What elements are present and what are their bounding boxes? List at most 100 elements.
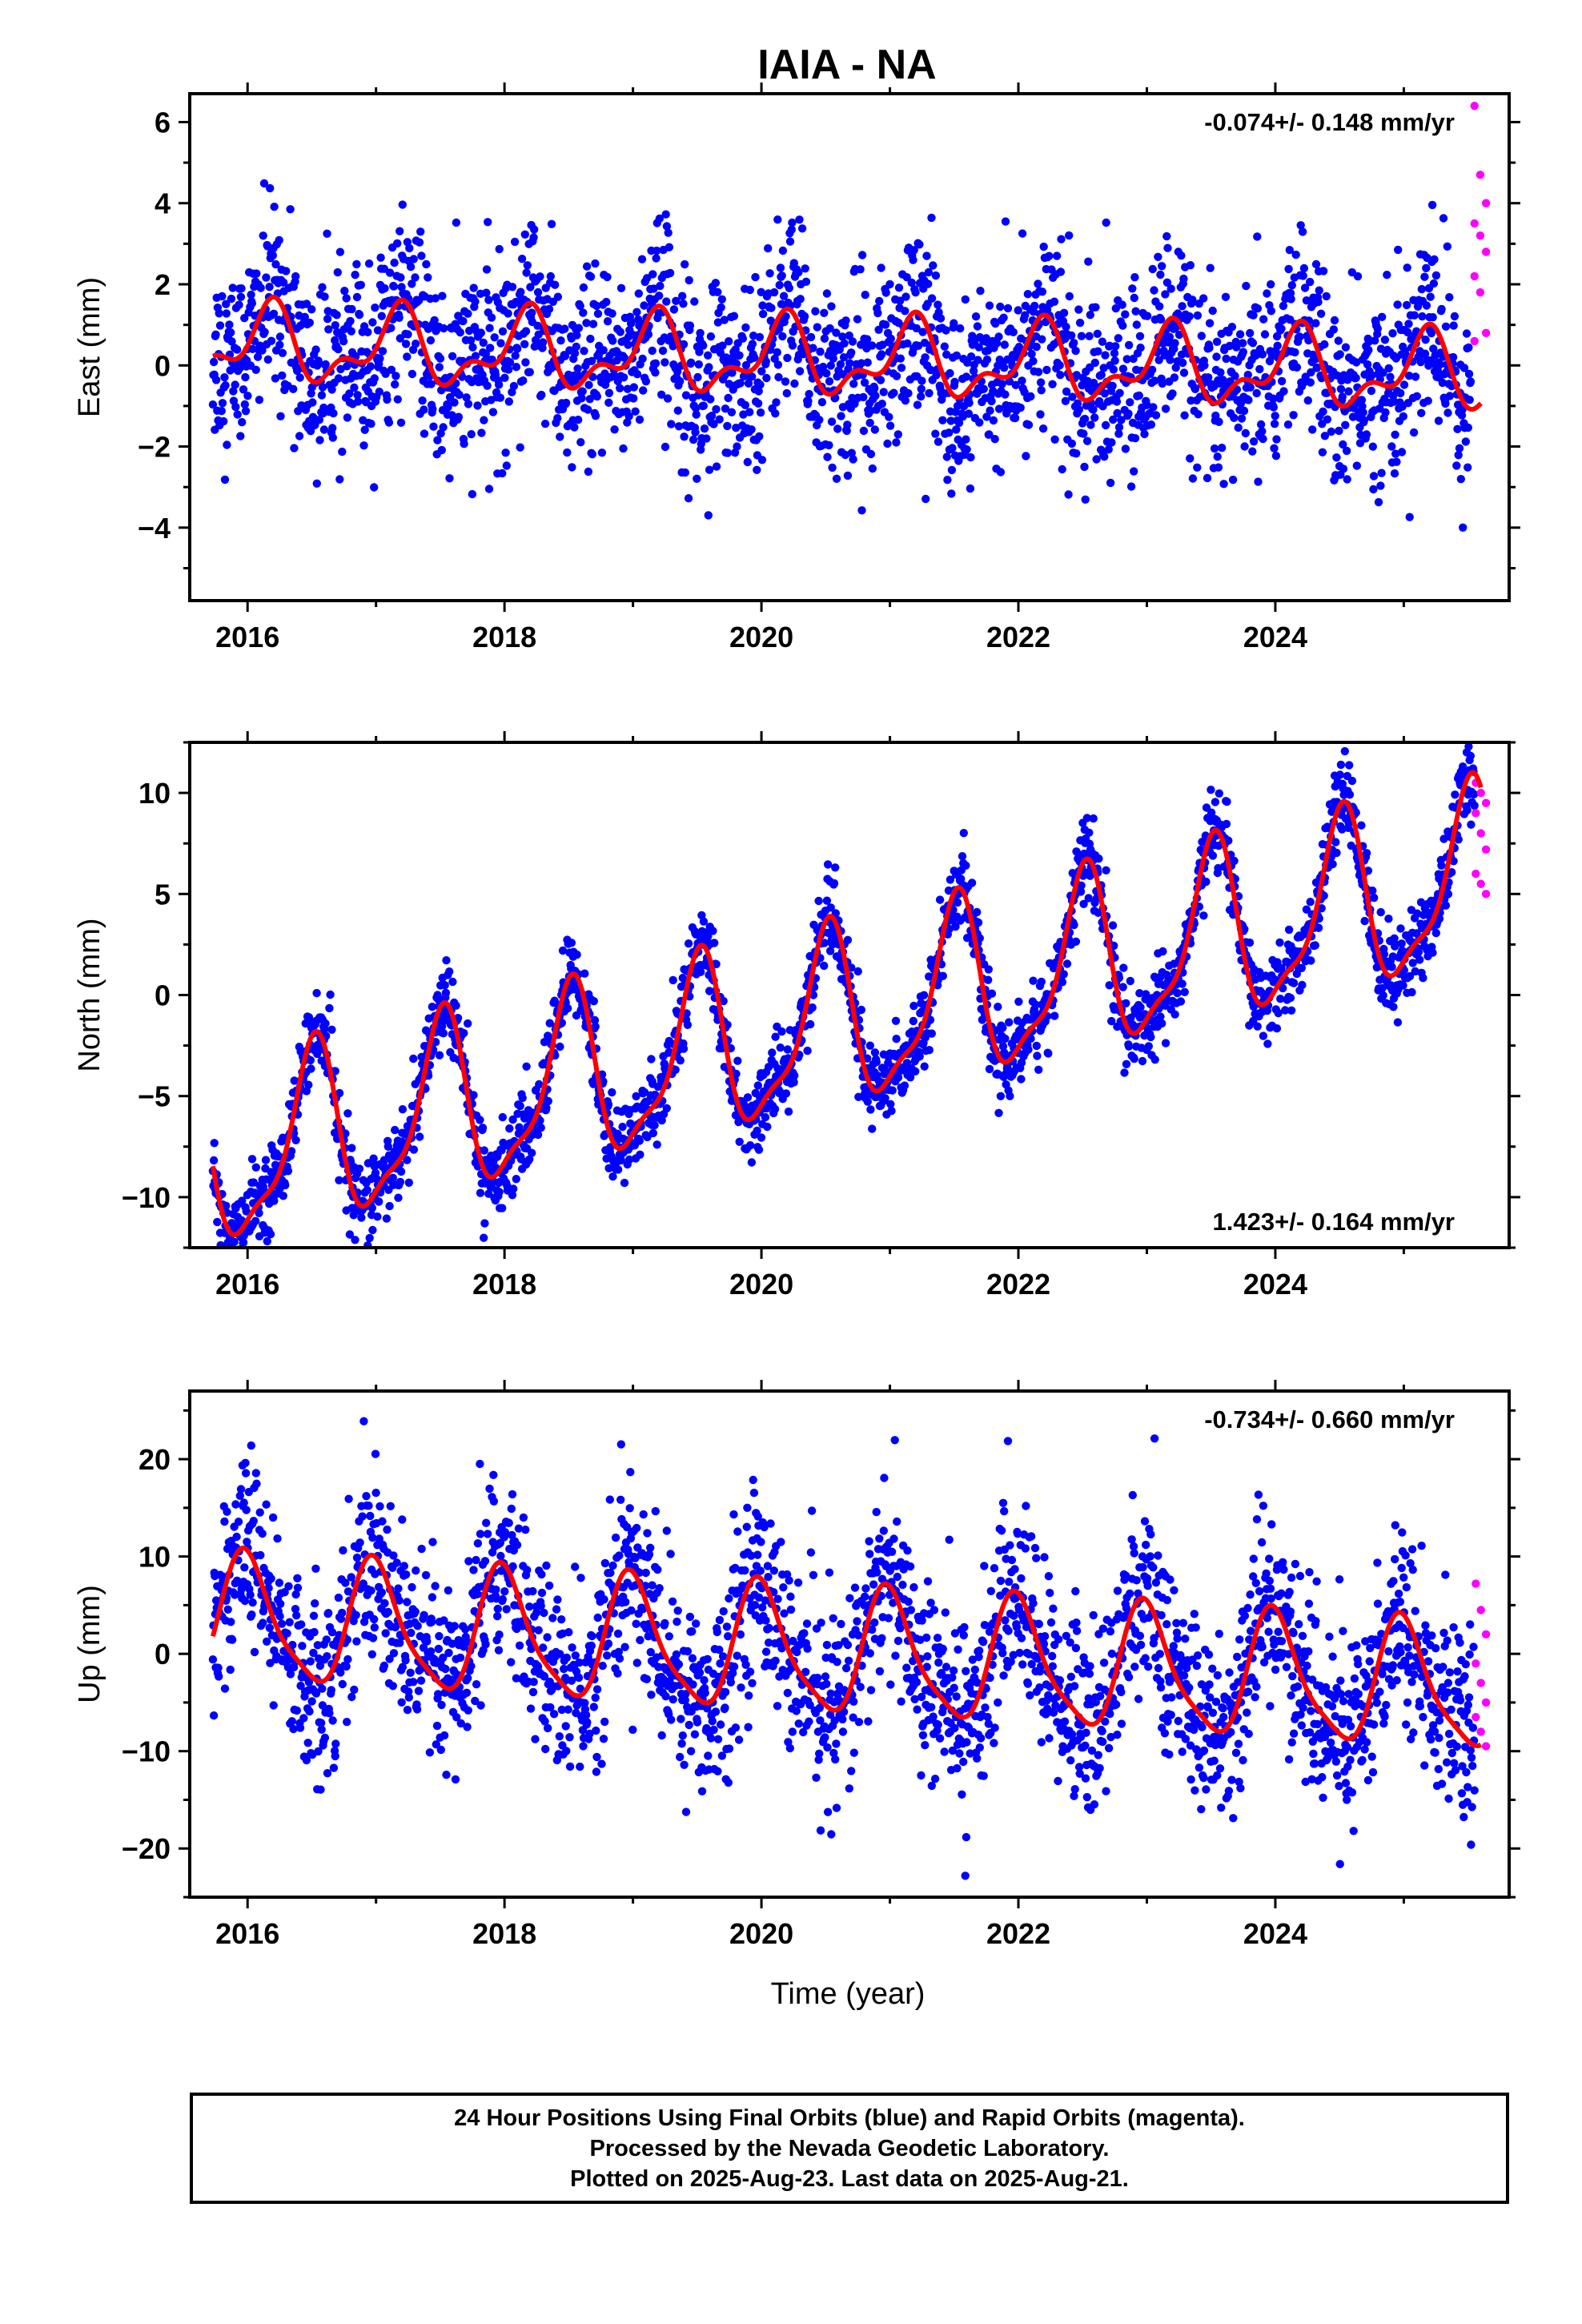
north-final-point bbox=[439, 1029, 448, 1038]
east-final-point bbox=[1121, 444, 1130, 453]
east-final-point bbox=[486, 344, 495, 352]
east-final-point bbox=[289, 384, 298, 393]
east-final-point bbox=[918, 328, 927, 336]
east-final-point bbox=[663, 394, 673, 403]
east-final-point bbox=[345, 389, 354, 398]
east-final-point bbox=[533, 321, 542, 330]
east-final-point bbox=[1162, 278, 1172, 287]
east-final-point bbox=[270, 203, 279, 211]
east-final-point bbox=[1315, 286, 1323, 295]
north-final-point bbox=[1253, 1022, 1262, 1031]
north-final-point bbox=[684, 939, 693, 948]
east-final-point bbox=[879, 388, 888, 396]
east-final-point bbox=[241, 407, 251, 416]
east-final-point bbox=[776, 263, 785, 272]
east-final-point bbox=[1231, 372, 1239, 380]
north-final-point bbox=[522, 1062, 531, 1072]
east-final-point bbox=[560, 352, 570, 360]
east-final-point bbox=[1185, 312, 1194, 321]
east-final-point bbox=[323, 315, 332, 324]
east-final-point bbox=[608, 309, 616, 318]
east-final-point bbox=[375, 354, 384, 363]
east-plot-area bbox=[208, 102, 1491, 532]
east-final-point bbox=[504, 309, 512, 318]
east-final-point bbox=[1255, 364, 1264, 374]
east-final-point bbox=[772, 398, 781, 407]
north-final-point bbox=[1360, 916, 1369, 926]
east-final-point bbox=[588, 356, 596, 365]
east-final-point bbox=[585, 395, 594, 404]
east-final-point bbox=[269, 309, 279, 318]
east-final-point bbox=[1248, 447, 1257, 456]
east-final-point bbox=[498, 468, 507, 478]
north-final-point bbox=[1050, 1011, 1059, 1020]
east-final-point bbox=[681, 468, 689, 477]
east-final-point bbox=[706, 332, 716, 341]
east-final-point bbox=[1376, 481, 1385, 490]
east-final-point bbox=[693, 474, 701, 483]
north-final-point bbox=[261, 1156, 271, 1164]
north-final-point bbox=[1006, 1092, 1014, 1100]
east-final-point bbox=[931, 429, 940, 438]
north-final-point bbox=[249, 1178, 258, 1187]
north-final-point bbox=[1058, 978, 1067, 987]
east-final-point bbox=[783, 353, 792, 363]
east-final-point bbox=[222, 309, 231, 318]
east-final-point bbox=[1036, 410, 1045, 419]
east-final-point bbox=[219, 416, 228, 426]
east-final-point bbox=[218, 399, 227, 408]
east-final-point bbox=[338, 447, 347, 456]
east-final-point bbox=[1464, 369, 1474, 379]
east-final-point bbox=[627, 317, 636, 327]
north-final-point bbox=[281, 1180, 290, 1190]
east-final-point bbox=[1130, 434, 1140, 443]
east-final-point bbox=[1214, 463, 1223, 472]
north-final-point bbox=[998, 1023, 1007, 1032]
east-final-point bbox=[629, 394, 638, 403]
north-final-point bbox=[1024, 1045, 1033, 1054]
east-final-point bbox=[952, 351, 962, 360]
east-final-point bbox=[1090, 358, 1100, 368]
east-final-point bbox=[1322, 292, 1331, 301]
east-final-point bbox=[1291, 250, 1300, 259]
east-final-point bbox=[458, 372, 467, 381]
north-final-point bbox=[620, 1178, 629, 1188]
north-final-point bbox=[984, 965, 994, 974]
north-final-point bbox=[1378, 983, 1387, 993]
east-final-point bbox=[681, 391, 691, 400]
east-final-point bbox=[992, 339, 1002, 348]
east-final-point bbox=[276, 412, 285, 420]
east-final-point bbox=[1316, 309, 1326, 318]
north-final-point bbox=[868, 1124, 877, 1133]
north-final-point bbox=[1384, 915, 1393, 923]
east-final-point bbox=[1410, 311, 1419, 320]
east-final-point bbox=[259, 231, 267, 240]
north-final-point bbox=[1379, 991, 1387, 1000]
east-final-point bbox=[631, 407, 640, 416]
east-final-point bbox=[662, 222, 672, 231]
east-final-point bbox=[1194, 410, 1203, 419]
east-final-point bbox=[1269, 403, 1279, 412]
east-final-point bbox=[323, 229, 331, 238]
east-final-point bbox=[1434, 416, 1443, 425]
east-final-point bbox=[921, 494, 930, 504]
east-final-point bbox=[1417, 408, 1426, 417]
east-rapid-point bbox=[1476, 287, 1485, 297]
north-final-point bbox=[1014, 997, 1023, 1007]
north-final-point bbox=[254, 1254, 262, 1262]
east-final-point bbox=[354, 397, 363, 406]
east-final-point bbox=[766, 316, 775, 325]
east-final-point bbox=[1100, 452, 1109, 461]
east-rapid-point bbox=[1481, 328, 1491, 337]
east-final-point bbox=[966, 452, 975, 462]
east-final-point bbox=[788, 341, 797, 350]
north-final-point bbox=[819, 961, 829, 971]
north-final-point bbox=[640, 1088, 649, 1097]
north-final-point bbox=[239, 1238, 248, 1247]
east-final-point bbox=[530, 225, 539, 234]
east-final-point bbox=[1024, 420, 1034, 429]
east-final-point bbox=[1449, 321, 1458, 330]
north-final-point bbox=[994, 1108, 1003, 1118]
north-final-point bbox=[1207, 808, 1216, 817]
east-final-point bbox=[897, 364, 906, 372]
